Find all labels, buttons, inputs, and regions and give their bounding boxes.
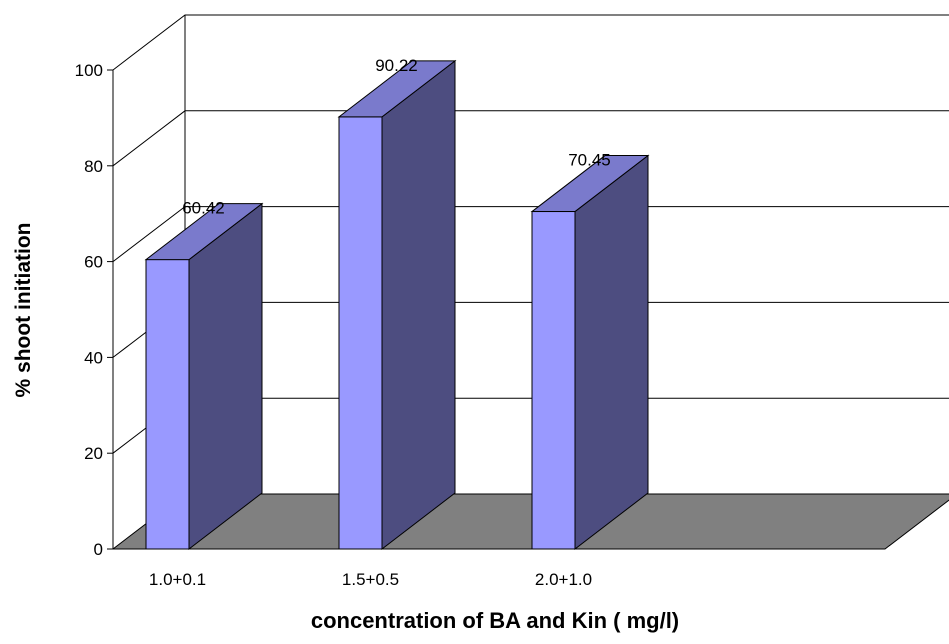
x-tick-label: 2.0+1.0 bbox=[535, 570, 592, 589]
bar-side bbox=[574, 154, 649, 551]
bar-front bbox=[145, 259, 190, 550]
bar-front bbox=[338, 116, 383, 550]
y-tick-label: 100 bbox=[75, 61, 103, 80]
data-label: 90.22 bbox=[375, 56, 418, 75]
x-tick-label: 1.0+0.1 bbox=[149, 570, 206, 589]
data-labels: 60.42 90.22 70.45 bbox=[182, 56, 611, 218]
data-label: 60.42 bbox=[182, 199, 225, 218]
bar-side bbox=[188, 202, 263, 551]
x-axis-label: concentration of BA and Kin ( mg/l) bbox=[311, 608, 679, 633]
chart-bars bbox=[144, 59, 650, 551]
y-tick-label: 80 bbox=[84, 157, 103, 176]
y-tick-label: 40 bbox=[84, 348, 103, 367]
data-label: 70.45 bbox=[568, 151, 611, 170]
x-axis-ticks: 1.0+0.1 1.5+0.5 2.0+1.0 bbox=[149, 570, 592, 589]
y-tick-label: 60 bbox=[84, 253, 103, 272]
y-tick-label: 0 bbox=[94, 540, 103, 559]
bar-top bbox=[530, 155, 650, 213]
gridline bbox=[112, 14, 949, 71]
bar-top bbox=[144, 203, 264, 261]
y-axis-label: % shoot initiation bbox=[12, 223, 35, 398]
x-tick-label: 1.5+0.5 bbox=[342, 570, 399, 589]
bar-front bbox=[531, 211, 576, 550]
bar-top bbox=[337, 60, 457, 118]
y-tick-label: 20 bbox=[84, 444, 103, 463]
y-axis-ticks: 0 20 40 60 80 100 bbox=[75, 61, 114, 559]
bar-side bbox=[381, 59, 456, 551]
gridline bbox=[112, 110, 949, 167]
